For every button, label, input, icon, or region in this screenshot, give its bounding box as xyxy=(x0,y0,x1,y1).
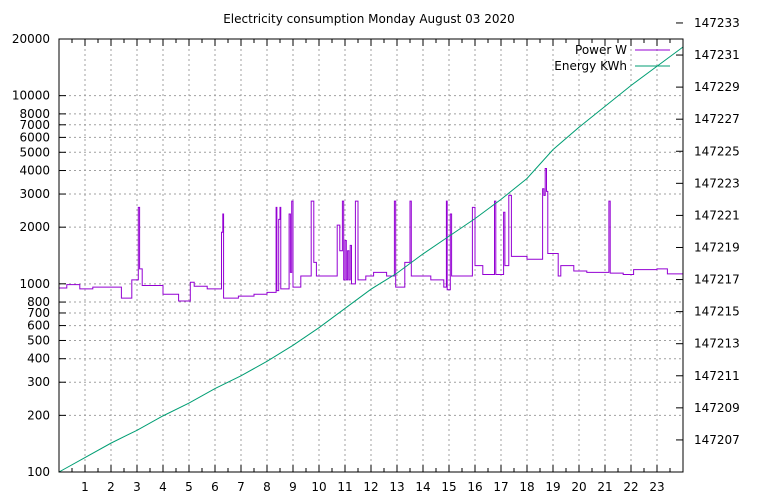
y2-tick-label: 147215 xyxy=(694,305,740,319)
y2-tick-label: 147229 xyxy=(694,80,740,94)
y-tick-label: 1000 xyxy=(19,277,50,291)
y2-tick-label: 147209 xyxy=(694,401,740,415)
y2-tick-label: 147231 xyxy=(694,48,740,62)
y2-tick-label: 147221 xyxy=(694,208,740,222)
series-line-1 xyxy=(59,168,683,302)
x-tick-label: 2 xyxy=(107,480,115,494)
y2-tick-label: 147233 xyxy=(694,16,740,30)
y2-tick-label: 147207 xyxy=(694,433,740,447)
y-tick-label: 200 xyxy=(27,408,50,422)
y-tick-label: 700 xyxy=(27,306,50,320)
y2-tick-label: 147225 xyxy=(694,144,740,158)
legend-label: Power W xyxy=(575,43,627,57)
x-tick-label: 10 xyxy=(311,480,326,494)
y-tick-label: 5000 xyxy=(19,145,50,159)
y-tick-label: 8000 xyxy=(19,107,50,121)
axis-ticks: 1 2 3 4 5 6 7 8 9 10 11 12 13 14 15 16 17 18 19 20 21 22 23100… xyxy=(12,16,740,494)
y-tick-label: 3000 xyxy=(19,187,50,201)
x-tick-label: 21 xyxy=(597,480,612,494)
x-tick-label: 3 xyxy=(133,480,141,494)
y-tick-label: 10000 xyxy=(12,89,50,103)
x-tick-label: 5 xyxy=(185,480,193,494)
y-tick-label: 7000 xyxy=(19,118,50,132)
x-tick-label: 1 xyxy=(81,480,89,494)
y-tick-label: 600 xyxy=(27,319,50,333)
y-tick-label: 20000 xyxy=(12,32,50,46)
x-tick-label: 18 xyxy=(519,480,534,494)
x-tick-label: 12 xyxy=(363,480,378,494)
y-tick-label: 800 xyxy=(27,295,50,309)
y-tick-label: 300 xyxy=(27,375,50,389)
series-layer xyxy=(58,46,684,473)
y-tick-label: 400 xyxy=(27,352,50,366)
y2-tick-label: 147211 xyxy=(694,369,740,383)
x-tick-label: 6 xyxy=(211,480,219,494)
x-tick-label: 8 xyxy=(263,480,271,494)
x-tick-label: 13 xyxy=(389,480,404,494)
legend-label: Energy KWh xyxy=(554,59,627,73)
chart-title: Electricity consumption Monday August 03… xyxy=(223,12,515,26)
x-tick-label: 20 xyxy=(571,480,586,494)
y2-tick-label: 147223 xyxy=(694,176,740,190)
y2-tick-label: 147217 xyxy=(694,273,740,287)
y-tick-label: 6000 xyxy=(19,130,50,144)
y-tick-label: 2000 xyxy=(19,220,50,234)
x-tick-label: 14 xyxy=(415,480,430,494)
grid-lines xyxy=(59,38,683,473)
x-tick-label: 11 xyxy=(337,480,352,494)
x-tick-label: 17 xyxy=(493,480,508,494)
x-tick-label: 19 xyxy=(545,480,560,494)
y2-tick-label: 147213 xyxy=(694,337,740,351)
x-tick-label: 7 xyxy=(237,480,245,494)
y-tick-label: 500 xyxy=(27,333,50,347)
y-tick-label: 4000 xyxy=(19,164,50,178)
x-tick-label: 16 xyxy=(467,480,482,494)
y2-tick-label: 147227 xyxy=(694,112,740,126)
y2-tick-label: 147219 xyxy=(694,240,740,254)
legend: Power W Energy KWh xyxy=(554,43,670,73)
y-tick-label: 100 xyxy=(27,465,50,479)
series-line-2 xyxy=(58,46,684,473)
x-tick-label: 22 xyxy=(623,480,638,494)
x-tick-label: 15 xyxy=(441,480,456,494)
x-tick-label: 4 xyxy=(159,480,167,494)
x-tick-label: 9 xyxy=(289,480,297,494)
x-tick-label: 23 xyxy=(649,480,664,494)
